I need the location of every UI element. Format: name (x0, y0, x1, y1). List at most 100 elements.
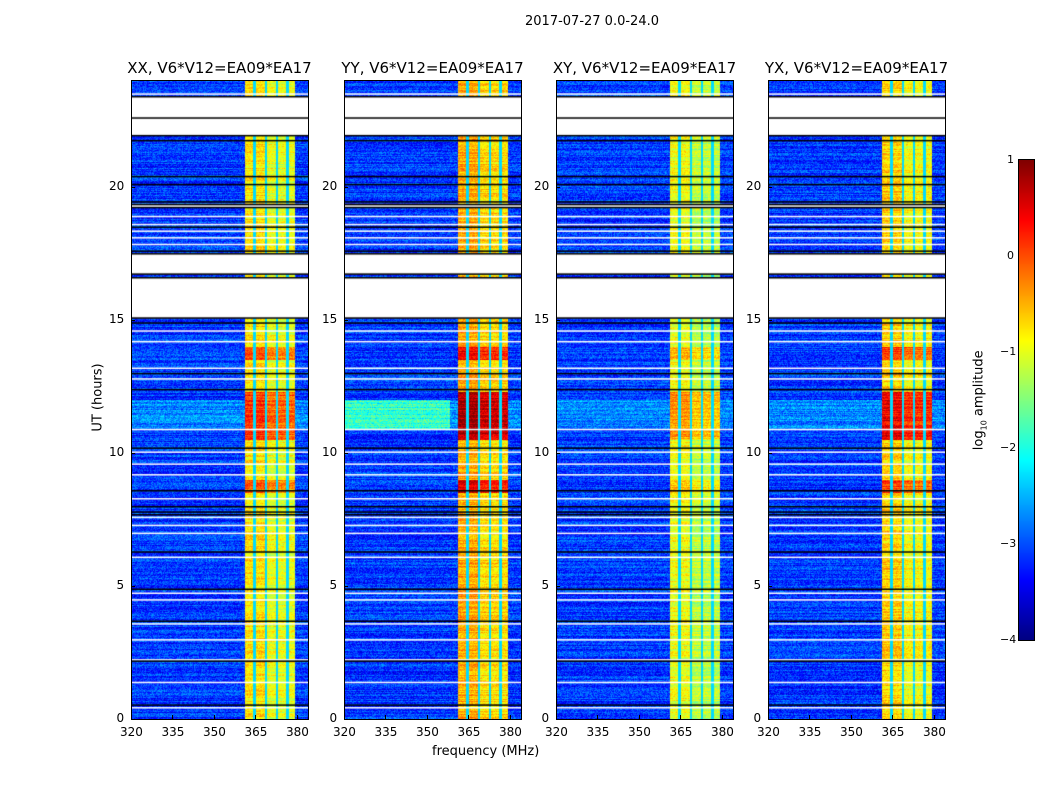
colorbar-tick-label: −3 (1000, 537, 1017, 550)
heatmap-panel-0 (131, 80, 308, 719)
y-tick-label: 0 (329, 711, 338, 725)
x-tick-mark (809, 715, 811, 719)
y-tick-mark (768, 452, 772, 454)
y-tick-label: 15 (109, 311, 125, 326)
y-tick-label: 20 (746, 178, 762, 193)
y-tick-label: 10 (322, 444, 338, 459)
x-axis-label: frequency (MHz) (432, 744, 540, 759)
x-tick-label: 380 (710, 725, 734, 739)
x-tick-mark (556, 715, 557, 719)
y-tick-label: 10 (534, 444, 550, 459)
panel-title: XY, V6*V12=EA09*EA17 (552, 59, 737, 77)
x-tick-label: 350 (839, 725, 863, 739)
y-axis-label: UT (hours) (90, 363, 106, 432)
y-tick-label: 5 (116, 577, 125, 592)
y-tick-label: 15 (534, 311, 550, 326)
x-tick-label: 335 (161, 725, 185, 739)
x-tick-mark (721, 715, 723, 719)
y-tick-label: 20 (322, 178, 338, 193)
x-tick-mark (131, 715, 132, 719)
x-tick-mark (213, 715, 215, 719)
x-tick-label: 365 (881, 725, 905, 739)
heatmap-panel-3 (768, 80, 945, 719)
y-tick-mark (131, 319, 135, 321)
y-tick-mark (556, 186, 560, 188)
x-tick-mark (509, 715, 511, 719)
colorbar-tick-label: 0 (1007, 249, 1014, 262)
y-tick-mark (344, 719, 348, 720)
y-tick-label: 20 (534, 178, 550, 193)
y-tick-mark (556, 719, 560, 720)
y-tick-mark (768, 186, 772, 188)
y-tick-label: 10 (109, 444, 125, 459)
y-tick-mark (768, 319, 772, 321)
x-tick-label: 320 (545, 725, 568, 739)
heatmap-panel-1 (344, 80, 521, 719)
x-tick-label: 350 (415, 725, 439, 739)
y-tick-label: 5 (329, 577, 338, 592)
x-tick-label: 335 (374, 725, 398, 739)
y-tick-label: 0 (753, 711, 762, 725)
colorbar (1019, 160, 1034, 640)
x-tick-mark (172, 715, 174, 719)
y-tick-mark (131, 452, 135, 454)
y-tick-label: 5 (541, 577, 550, 592)
y-tick-mark (768, 585, 772, 587)
y-tick-label: 15 (322, 311, 338, 326)
x-tick-label: 335 (586, 725, 610, 739)
x-tick-mark (850, 715, 852, 719)
x-tick-mark (255, 715, 257, 719)
heatmap-panel-2 (556, 80, 733, 719)
x-tick-label: 320 (333, 725, 356, 739)
colorbar-tick-label: 1 (1007, 153, 1014, 166)
panel-title: XX, V6*V12=EA09*EA17 (127, 59, 312, 77)
x-tick-mark (344, 715, 345, 719)
y-tick-mark (344, 452, 348, 454)
x-tick-mark (468, 715, 470, 719)
y-tick-mark (344, 319, 348, 321)
figure-title: 2017-07-27 0.0-24.0 (525, 14, 659, 29)
x-tick-mark (597, 715, 599, 719)
x-tick-mark (892, 715, 894, 719)
panel-title: YX, V6*V12=EA09*EA17 (764, 59, 949, 77)
x-tick-mark (680, 715, 682, 719)
y-tick-mark (556, 319, 560, 321)
x-tick-mark (933, 715, 935, 719)
x-tick-label: 380 (498, 725, 522, 739)
x-tick-label: 335 (798, 725, 822, 739)
x-tick-label: 365 (244, 725, 268, 739)
x-tick-label: 350 (627, 725, 651, 739)
y-tick-mark (344, 186, 348, 188)
y-tick-label: 0 (541, 711, 550, 725)
x-tick-label: 320 (120, 725, 143, 739)
panel-title: YY, V6*V12=EA09*EA17 (341, 59, 524, 77)
y-tick-mark (131, 585, 135, 587)
y-tick-mark (556, 452, 560, 454)
x-tick-label: 380 (285, 725, 309, 739)
y-tick-mark (344, 585, 348, 587)
x-tick-mark (296, 715, 298, 719)
x-tick-label: 380 (922, 725, 946, 739)
colorbar-tick-label: −1 (1000, 345, 1017, 358)
y-tick-mark (131, 186, 135, 188)
x-tick-label: 365 (669, 725, 693, 739)
x-tick-label: 350 (202, 725, 226, 739)
x-tick-mark (768, 715, 769, 719)
y-tick-label: 20 (109, 178, 125, 193)
x-tick-label: 365 (457, 725, 481, 739)
x-tick-mark (638, 715, 640, 719)
y-tick-label: 5 (753, 577, 762, 592)
colorbar-tick-label: −4 (1000, 633, 1017, 646)
y-tick-mark (768, 719, 772, 720)
y-tick-label: 10 (746, 444, 762, 459)
y-tick-label: 15 (746, 311, 762, 326)
x-tick-mark (385, 715, 387, 719)
y-tick-mark (556, 585, 560, 587)
y-tick-label: 0 (116, 711, 125, 725)
y-tick-mark (131, 719, 135, 720)
x-tick-mark (426, 715, 428, 719)
colorbar-tick-label: −2 (1000, 441, 1017, 454)
x-tick-label: 320 (757, 725, 780, 739)
colorbar-label: log10 amplitude (971, 350, 989, 451)
